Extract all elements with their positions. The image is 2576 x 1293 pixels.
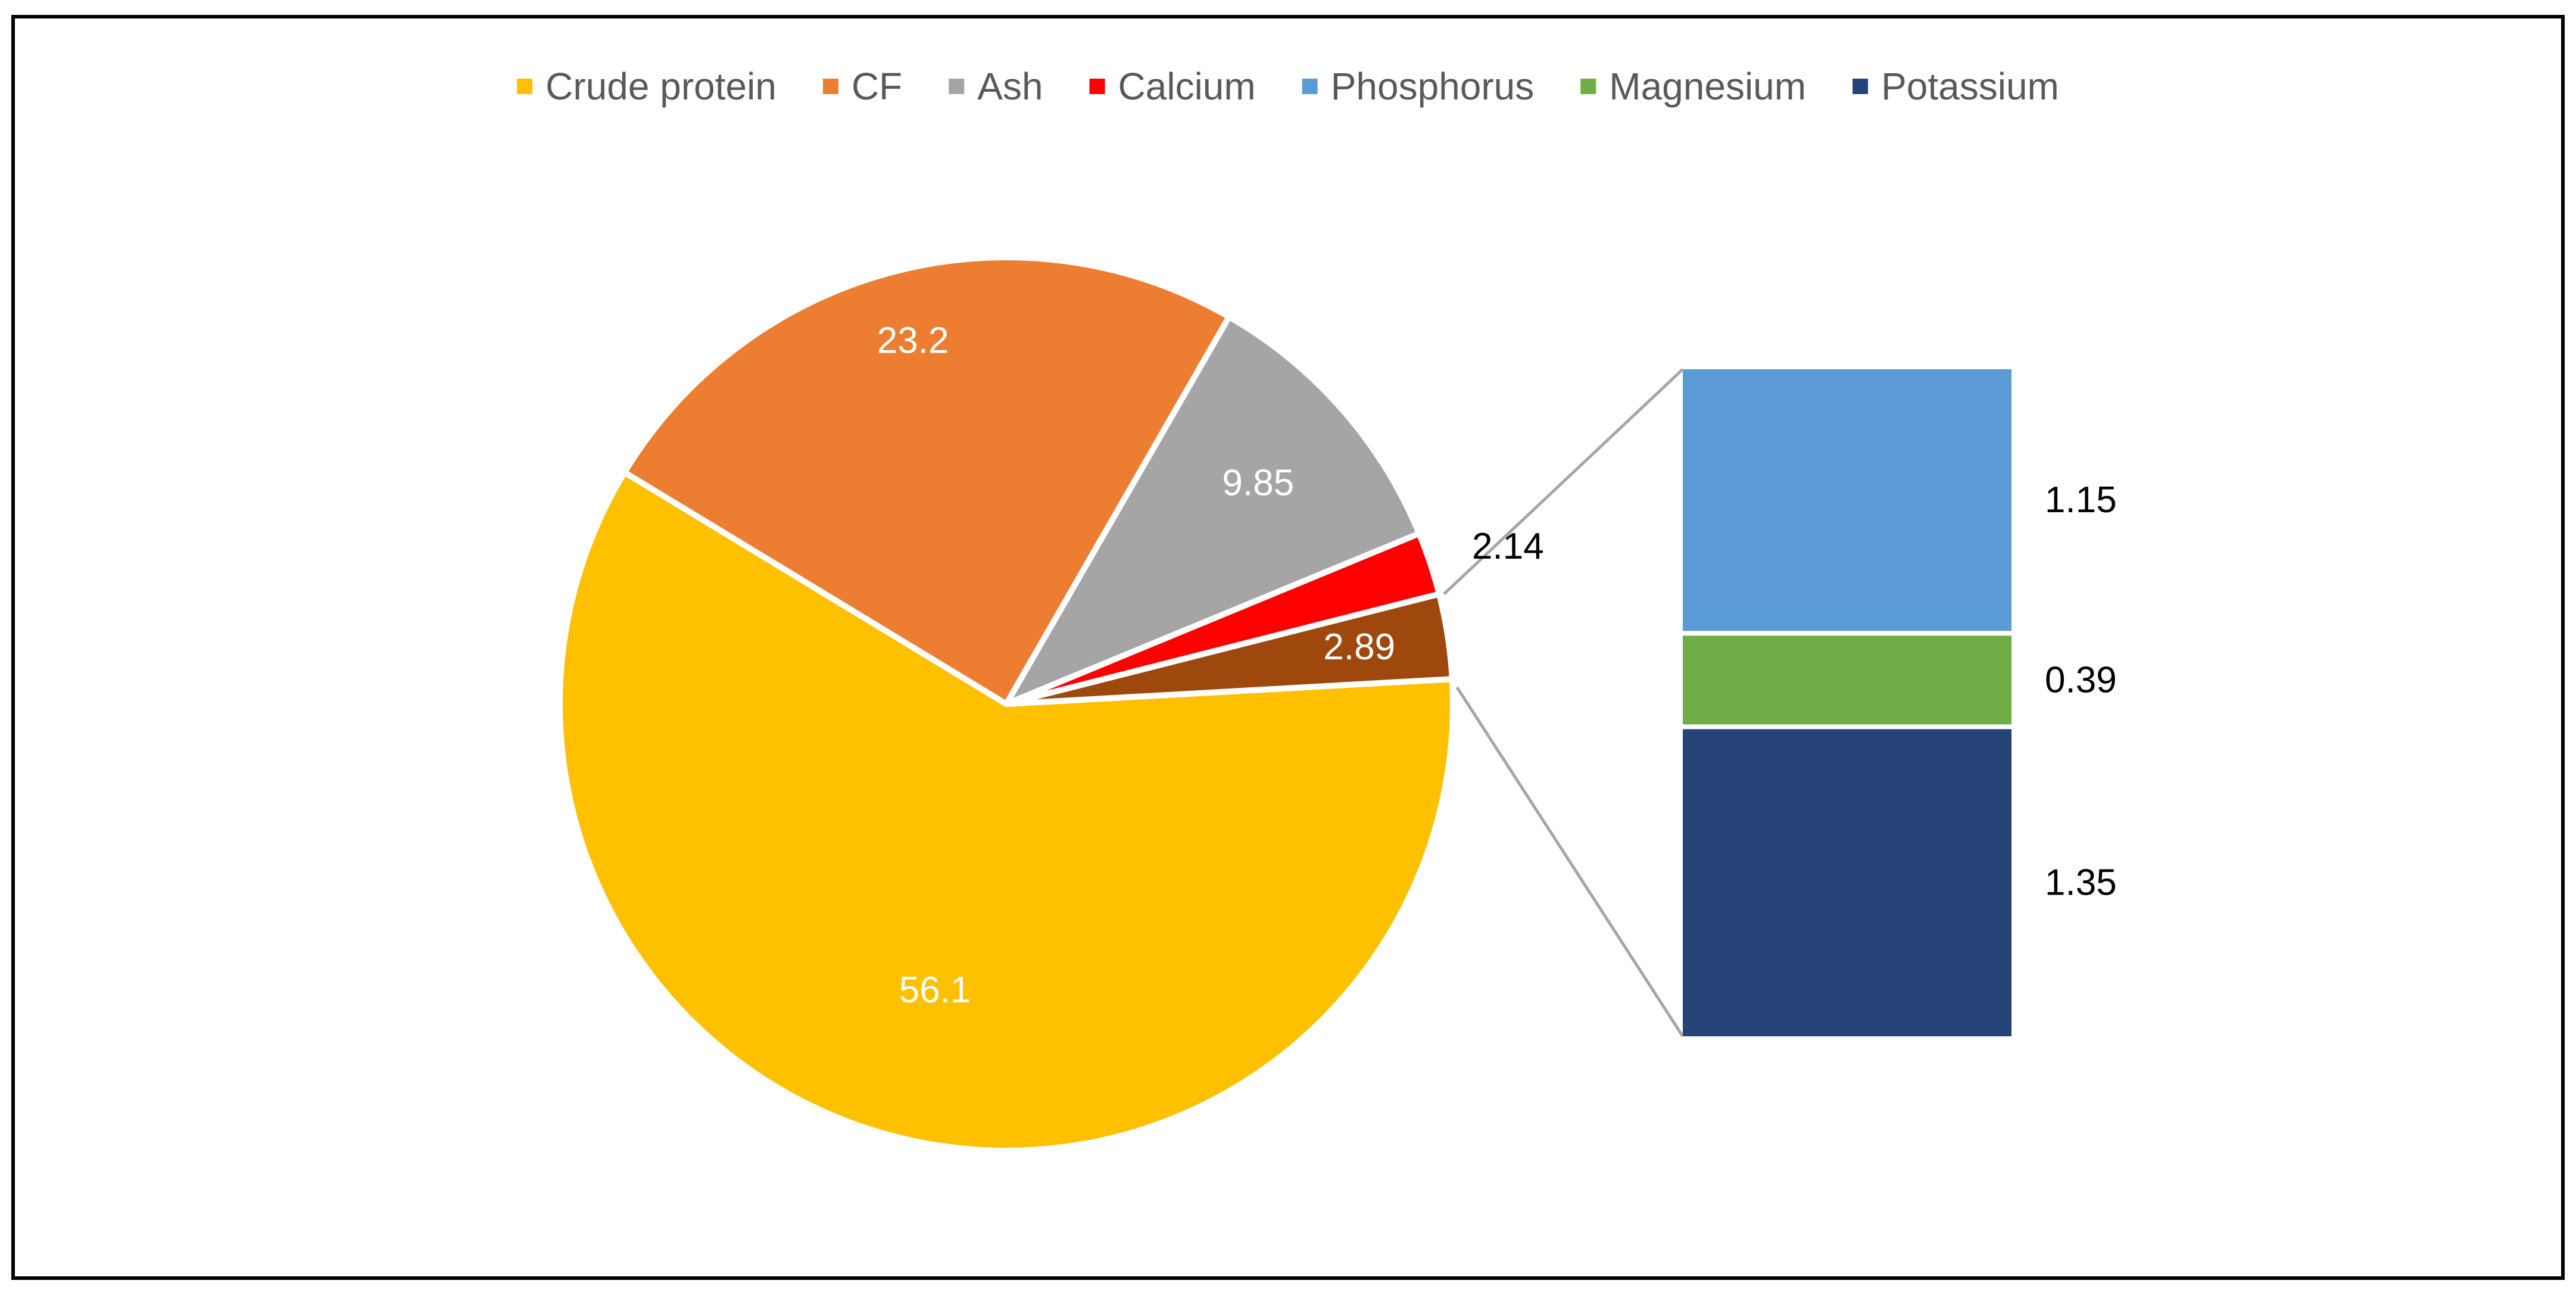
pie-label-calcium: 2.14 [1472, 526, 1544, 567]
pie-label-crude-protein: 56.1 [899, 970, 971, 1011]
bar-segment-magnesium [1683, 635, 2011, 725]
legend-label-magnesium: Magnesium [1609, 65, 1806, 108]
pie-slice-other [1003, 591, 1455, 707]
legend-swatch-calcium [1089, 79, 1105, 94]
legend-swatch-crude-protein [517, 79, 533, 94]
pie-label-cf: 23.2 [877, 320, 949, 361]
bar-label-magnesium: 0.39 [2045, 659, 2117, 700]
pie-label-other: 2.89 [1323, 627, 1395, 668]
legend-swatch-ash [949, 79, 965, 94]
bar-segment-phosphorus [1683, 369, 2011, 631]
pie-slice-cf [621, 254, 1233, 707]
pie-slice-ash [1003, 313, 1423, 707]
legend-label-crude-protein: Crude protein [545, 65, 776, 108]
legend-label-ash: Ash [977, 65, 1043, 108]
legend-item-phosphorus: Phosphorus [1302, 65, 1535, 108]
legend-item-cf: CF [822, 65, 902, 108]
legend-item-crude-protein: Crude protein [517, 65, 776, 108]
bar-label-phosphorus: 1.15 [2045, 479, 2117, 521]
legend-label-cf: CF [852, 65, 902, 108]
pie [557, 254, 1456, 1154]
connector-lines [1443, 368, 1685, 1037]
pie-slice-crude-protein [557, 469, 1456, 1154]
bar-segment-potassium [1683, 729, 2011, 1036]
legend-item-ash: Ash [949, 65, 1043, 108]
connector-line-bottom [1455, 686, 1685, 1037]
legend-swatch-magnesium [1580, 79, 1596, 94]
legend-swatch-potassium [1853, 79, 1869, 94]
data-labels: 56.1 23.2 9.85 2.14 2.89 1.15 0.39 1.35 [877, 320, 2117, 1010]
legend-item-potassium: Potassium [1853, 65, 2059, 108]
legend-label-calcium: Calcium [1118, 65, 1256, 108]
legend-item-magnesium: Magnesium [1580, 65, 1806, 108]
stacked-bar [1683, 369, 2011, 1036]
legend-swatch-cf [822, 79, 838, 94]
bar-label-potassium: 1.35 [2045, 862, 2117, 903]
legend-swatch-phosphorus [1302, 79, 1318, 94]
legend: Crude protein CF Ash Calcium Phosphorus Magne… [517, 65, 2059, 108]
pie-label-ash: 9.85 [1222, 463, 1295, 504]
legend-label-phosphorus: Phosphorus [1331, 65, 1535, 108]
connector-line-top [1443, 368, 1684, 596]
legend-item-calcium: Calcium [1089, 65, 1256, 108]
legend-label-potassium: Potassium [1881, 65, 2059, 108]
